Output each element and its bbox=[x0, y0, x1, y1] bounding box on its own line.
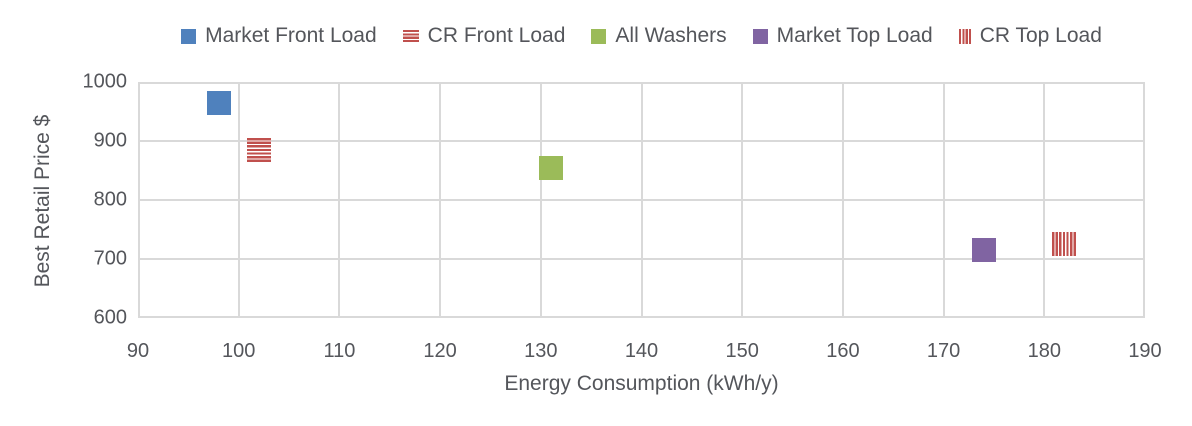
data-point-market-top-load bbox=[971, 238, 996, 263]
legend-item-all-washers: All Washers bbox=[591, 24, 727, 48]
y-tick-label-1000: 1000 bbox=[82, 70, 128, 93]
x-tick-label-160: 160 bbox=[826, 340, 860, 362]
legend-label-cr-front-load: CR Front Load bbox=[427, 24, 566, 47]
x-axis-title: Energy Consumption (kWh/y) bbox=[504, 372, 779, 395]
legend-marker-solid-icon bbox=[752, 28, 768, 44]
x-tick-label-170: 170 bbox=[926, 340, 961, 362]
x-tick-label-180: 180 bbox=[1027, 340, 1061, 362]
x-tick-label-130: 130 bbox=[524, 340, 558, 362]
legend-label-market-top-load: Market Top Load bbox=[776, 24, 933, 47]
legend: Market Front Load CR Front Load All Washer… bbox=[138, 16, 1145, 56]
data-point-cr-front-load bbox=[246, 137, 271, 162]
y-tick-label-600: 600 bbox=[93, 306, 127, 329]
data-point-cr-top-load bbox=[1052, 232, 1077, 257]
plot-area bbox=[138, 82, 1145, 318]
legend-marker-hstripes-icon bbox=[402, 29, 419, 43]
legend-marker-solid-icon bbox=[591, 28, 607, 44]
legend-item-market-top-load: Market Top Load bbox=[752, 24, 933, 48]
data-point-market-front-load bbox=[206, 90, 231, 115]
legend-item-cr-top-load: CR Top Load bbox=[958, 24, 1102, 48]
legend-label-market-front-load: Market Front Load bbox=[205, 24, 377, 47]
gridline-y-900 bbox=[140, 140, 1143, 142]
legend-item-cr-front-load: CR Front Load bbox=[402, 24, 566, 48]
legend-marker-solid-icon bbox=[181, 28, 197, 44]
y-tick-label-900: 900 bbox=[93, 129, 127, 152]
gridline-y-800 bbox=[140, 199, 1143, 201]
legend-marker-vstripes-icon bbox=[958, 28, 971, 44]
x-tick-label-90: 90 bbox=[126, 340, 150, 362]
gridline-y-700 bbox=[140, 258, 1143, 260]
x-tick-label-110: 110 bbox=[323, 340, 356, 362]
legend-label-cr-top-load: CR Top Load bbox=[979, 24, 1102, 47]
x-tick-label-120: 120 bbox=[423, 340, 457, 362]
x-tick-label-100: 100 bbox=[222, 340, 256, 362]
y-tick-label-700: 700 bbox=[93, 247, 127, 270]
x-tick-label-140: 140 bbox=[624, 340, 659, 362]
x-tick-label-190: 190 bbox=[1128, 340, 1162, 362]
y-tick-label-800: 800 bbox=[93, 188, 127, 211]
legend-label-all-washers: All Washers bbox=[615, 24, 727, 47]
data-point-all-washers bbox=[538, 155, 563, 180]
legend-item-market-front-load: Market Front Load bbox=[181, 24, 377, 48]
x-tick-label-150: 150 bbox=[725, 340, 759, 362]
